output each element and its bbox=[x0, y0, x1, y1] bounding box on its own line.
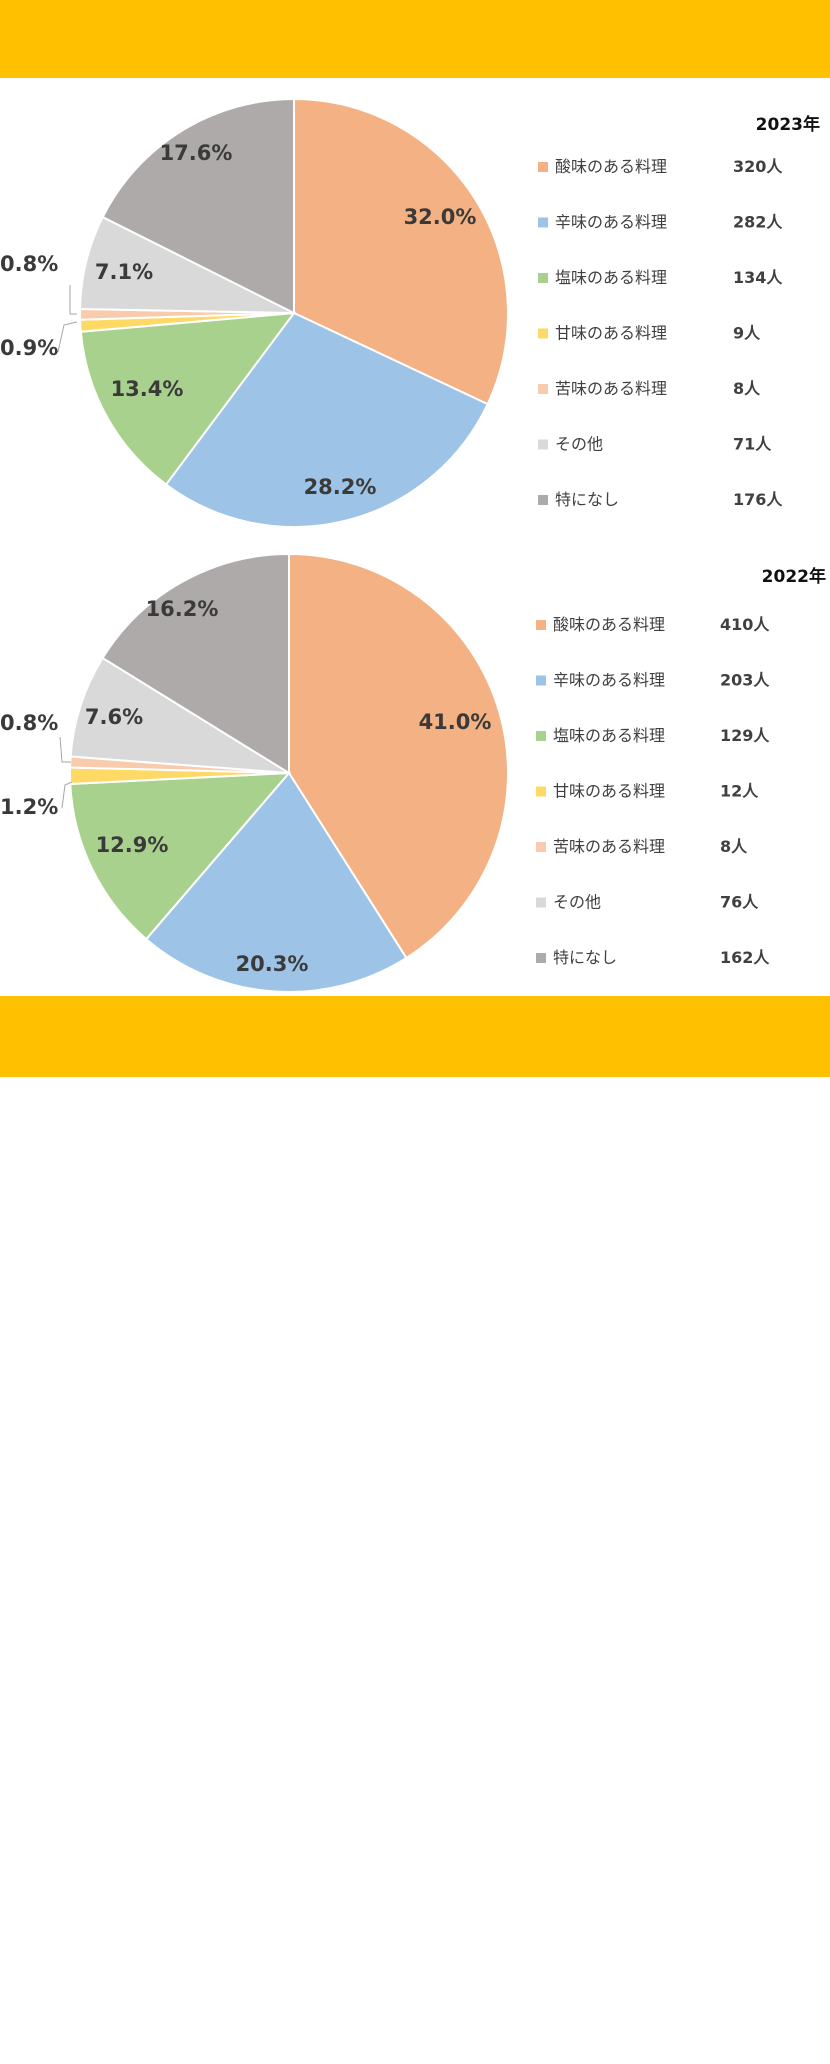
leader-line-sweet bbox=[61, 781, 73, 809]
legend-label-bitter: 苦味のある料理 bbox=[553, 837, 665, 856]
pie-slice-sour bbox=[288, 552, 510, 960]
legend-count-spicy: 282人 bbox=[733, 213, 783, 232]
legend-label-none: 特になし bbox=[553, 948, 617, 967]
data-label-bitter: 0.8% bbox=[0, 711, 58, 735]
legend-label-spicy: 辛味のある料理 bbox=[553, 671, 665, 690]
pie-chart-2023: 32.0% 28.2% 13.4% 0.9% 0.8% 7.1% 17.6% 2023年酸味の… bbox=[0, 97, 820, 528]
bottom-banner: NAVIT CO.,LTD. www.navit-j.com bbox=[0, 996, 830, 2059]
legend-swatch-sweet bbox=[538, 328, 548, 339]
legend-swatch-sweet bbox=[536, 786, 546, 797]
legend-swatch-none bbox=[538, 495, 548, 505]
pie-charts-canvas: 32.0% 28.2% 13.4% 0.9% 0.8% 7.1% 17.6% 2023年酸味の… bbox=[0, 97, 826, 993]
legend-label-sour: 酸味のある料理 bbox=[555, 157, 667, 176]
pie-slice-salty bbox=[69, 771, 292, 941]
legend-count-sweet: 9人 bbox=[733, 324, 761, 343]
logo-company-suffix: CO.,LTD. bbox=[744, 2020, 805, 2035]
pie-chart-2022: 41.0% 20.3% 12.9% 1.2% 0.8% 7.6% 16.2% 2022年酸味の… bbox=[0, 552, 826, 993]
leader-line-bitter bbox=[59, 736, 71, 763]
legend-label-sour: 酸味のある料理 bbox=[553, 615, 665, 634]
legend-count-bitter: 8人 bbox=[733, 379, 761, 398]
legend-label-bitter: 苦味のある料理 bbox=[555, 379, 667, 398]
data-label-sweet: 0.9% bbox=[0, 336, 58, 360]
data-label-bitter: 0.8% bbox=[0, 252, 58, 276]
legend-count-bitter: 8人 bbox=[720, 837, 748, 856]
data-label-sweet: 1.2% bbox=[0, 795, 58, 819]
pie-slice-spicy bbox=[144, 771, 408, 993]
legend-label-sweet: 甘味のある料理 bbox=[555, 324, 667, 343]
legend-swatch-salty bbox=[536, 731, 546, 741]
data-label-sour: 32.0% bbox=[404, 205, 477, 229]
legend-swatch-spicy bbox=[536, 675, 546, 686]
data-label-spicy: 28.2% bbox=[304, 475, 377, 499]
data-label-salty: 12.9% bbox=[96, 833, 169, 857]
legend-count-salty: 129人 bbox=[720, 726, 770, 745]
legend-count-other: 71人 bbox=[733, 435, 772, 454]
legend-count-sour: 410人 bbox=[720, 615, 770, 634]
pie-slice-spicy bbox=[164, 311, 489, 528]
navit-logo: NAVIT CO.,LTD. www.navit-j.com bbox=[602, 2008, 820, 2064]
data-label-salty: 13.4% bbox=[111, 377, 184, 401]
legend-count-salty: 134人 bbox=[733, 268, 783, 287]
data-label-none: 16.2% bbox=[146, 597, 219, 621]
legend-swatch-bitter bbox=[536, 842, 546, 852]
pie-slice-none bbox=[101, 97, 295, 315]
legend-swatch-other bbox=[538, 439, 548, 450]
legend-count-none: 162人 bbox=[720, 948, 770, 967]
data-label-other: 7.1% bbox=[95, 260, 153, 284]
legend-swatch-sour bbox=[536, 620, 546, 630]
pie-slice-salty bbox=[79, 311, 297, 486]
legend-label-sweet: 甘味のある料理 bbox=[553, 782, 665, 801]
data-label-sour: 41.0% bbox=[419, 710, 492, 734]
legend-label-none: 特になし bbox=[555, 490, 619, 509]
legend-swatch-salty bbox=[538, 273, 548, 283]
legend-swatch-sour bbox=[538, 162, 548, 172]
data-label-spicy: 20.3% bbox=[236, 952, 309, 976]
pie-slice-other bbox=[69, 656, 290, 774]
data-label-none: 17.6% bbox=[160, 141, 233, 165]
leader-line-sweet bbox=[57, 321, 78, 353]
legend-label-salty: 塩味のある料理 bbox=[555, 268, 667, 287]
legend-count-sour: 320人 bbox=[733, 157, 783, 176]
legend-label-spicy: 辛味のある料理 bbox=[555, 213, 667, 232]
legend-count-sweet: 12人 bbox=[720, 782, 759, 801]
legend-swatch-none bbox=[536, 953, 546, 963]
legend-count-other: 76人 bbox=[720, 893, 759, 912]
pie-slice-sour bbox=[293, 97, 509, 406]
legend-count-none: 176人 bbox=[733, 490, 783, 509]
leader-line-bitter bbox=[69, 285, 77, 315]
pie-slice-none bbox=[101, 552, 290, 775]
legend-swatch-bitter bbox=[538, 384, 548, 394]
legend-swatch-spicy bbox=[538, 217, 548, 228]
legend-label-other: その他 bbox=[555, 435, 603, 454]
legend-label-other: その他 bbox=[553, 893, 601, 912]
legend-swatch-other bbox=[536, 897, 546, 908]
chart-title-year: 2022年 bbox=[762, 566, 826, 587]
logo-url: www.navit-j.com bbox=[640, 2044, 748, 2059]
top-banner bbox=[0, 0, 830, 78]
chart-title-year: 2023年 bbox=[756, 114, 820, 135]
legend-label-salty: 塩味のある料理 bbox=[553, 726, 665, 745]
data-label-other: 7.6% bbox=[85, 705, 143, 729]
legend-count-spicy: 203人 bbox=[720, 671, 770, 690]
